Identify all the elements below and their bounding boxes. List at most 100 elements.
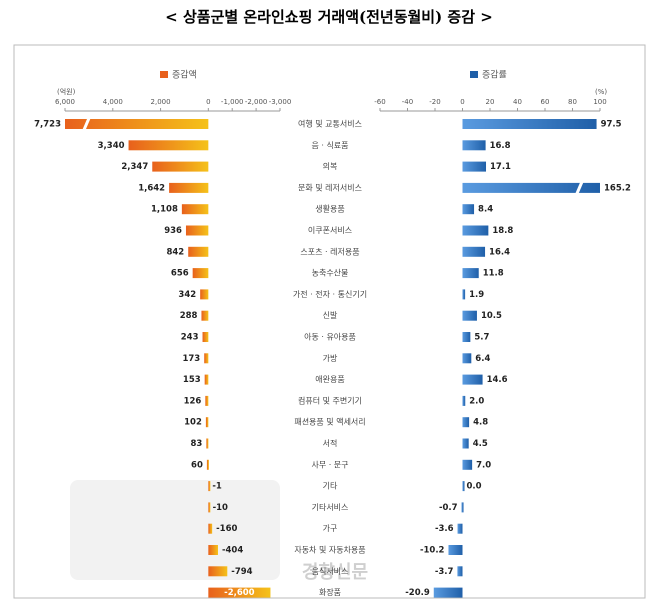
bar (202, 332, 209, 342)
value-label: 1.9 (469, 290, 484, 300)
value-label: -3.7 (435, 567, 454, 577)
category-label: 문화 및 레저서비스 (298, 182, 362, 192)
bar (462, 438, 469, 449)
bar (462, 353, 472, 364)
bar (462, 289, 466, 300)
category-label: 가방 (323, 353, 338, 363)
value-label: 8.4 (478, 205, 493, 215)
bar (208, 566, 228, 577)
bar (462, 246, 486, 257)
value-label: 153 (183, 375, 201, 385)
x-tick-label: 6,000 (55, 98, 75, 106)
category-label: 컴퓨터 및 주변기기 (298, 395, 362, 405)
value-label: 7.0 (476, 460, 491, 470)
watermark: 경향신문 (302, 562, 368, 583)
category-label: 애완용품 (315, 375, 344, 384)
x-tick-label: 80 (568, 98, 577, 106)
bar (462, 225, 489, 236)
bar (192, 268, 209, 279)
value-label: 342 (178, 290, 196, 300)
value-label: -404 (222, 546, 243, 556)
category-label: 신발 (323, 310, 338, 320)
value-label: -160 (216, 524, 237, 534)
value-label: 1,108 (151, 205, 178, 215)
value-label: 97.5 (601, 120, 622, 130)
bar (208, 587, 271, 598)
x-tick-label: -3,000 (269, 98, 292, 106)
x-tick-label: -20 (429, 98, 440, 106)
bar (204, 374, 209, 385)
bar-break (82, 116, 91, 132)
bar (462, 395, 466, 406)
value-label: 10.5 (481, 311, 502, 321)
category-label: 기타서비스 (312, 503, 349, 512)
bar (128, 140, 209, 151)
value-label: 842 (166, 247, 184, 257)
bar (462, 310, 477, 321)
value-label: 5.7 (474, 333, 489, 343)
value-label: 14.6 (487, 375, 508, 385)
bar (457, 566, 463, 577)
value-label: -0.7 (439, 503, 458, 513)
value-label: 126 (184, 396, 202, 406)
x-tick-label: 4,000 (103, 98, 123, 106)
bar (181, 204, 209, 215)
unit-label: (억원) (57, 87, 76, 96)
bar (462, 459, 473, 470)
category-label: 자동차 및 자동차용품 (294, 545, 365, 555)
bar (204, 353, 209, 364)
bar (433, 587, 463, 598)
x-tick-label: 2,000 (151, 98, 171, 106)
x-tick-label: -60 (374, 98, 385, 106)
category-label: 아동 · 유아용품 (304, 332, 356, 342)
value-label: 7,723 (34, 120, 61, 130)
x-tick-label: 60 (541, 98, 550, 106)
bar (462, 268, 479, 279)
category-label: 패션용품 및 액세서리 (294, 417, 365, 427)
x-tick-label: -40 (402, 98, 413, 106)
chart-title: < 상품군별 온라인쇼핑 거래액(전년동월비) 증감 > (165, 8, 493, 26)
bar (65, 119, 209, 129)
x-tick-label: -2,000 (245, 98, 268, 106)
value-label: 16.8 (490, 141, 511, 151)
category-label: 화장품 (319, 587, 341, 597)
category-label: 사무 · 문구 (311, 460, 348, 469)
bar (208, 545, 218, 555)
bar (208, 502, 211, 513)
bar (208, 481, 211, 492)
bar (457, 523, 463, 534)
value-label: 11.8 (483, 269, 504, 279)
bar (462, 161, 487, 172)
value-label: 1,642 (138, 183, 165, 193)
value-label: 173 (182, 354, 200, 364)
value-label: 0.0 (467, 482, 482, 492)
category-label: 기타 (323, 482, 338, 491)
category-label: 스포츠 · 레저용품 (300, 247, 359, 256)
value-label: 83 (191, 439, 203, 449)
bar (462, 417, 470, 428)
category-label: 음식서비스 (312, 567, 349, 576)
bar (462, 332, 471, 342)
category-label: 농축수산물 (312, 268, 349, 278)
unit-label: (%) (595, 88, 607, 96)
value-label: 17.1 (490, 162, 511, 172)
bar (462, 119, 597, 129)
x-tick-label: -1,000 (221, 98, 244, 106)
bar (208, 523, 213, 534)
bar (462, 374, 483, 385)
bar (185, 225, 209, 236)
value-label: -10.2 (420, 546, 445, 556)
value-label: -10 (213, 503, 228, 513)
bar (205, 417, 209, 428)
x-tick-label: 40 (513, 98, 522, 106)
bar (152, 161, 209, 172)
value-label: -3.6 (435, 524, 454, 534)
x-tick-label: 20 (486, 98, 495, 106)
value-label: 936 (164, 226, 182, 236)
legend-label: 증감액 (172, 69, 197, 81)
bar (200, 289, 209, 300)
bar (448, 545, 463, 555)
category-label: 가전 · 전자 · 통신기기 (293, 289, 367, 299)
category-label: 생활용품 (315, 204, 344, 214)
value-label: 3,340 (98, 141, 125, 151)
